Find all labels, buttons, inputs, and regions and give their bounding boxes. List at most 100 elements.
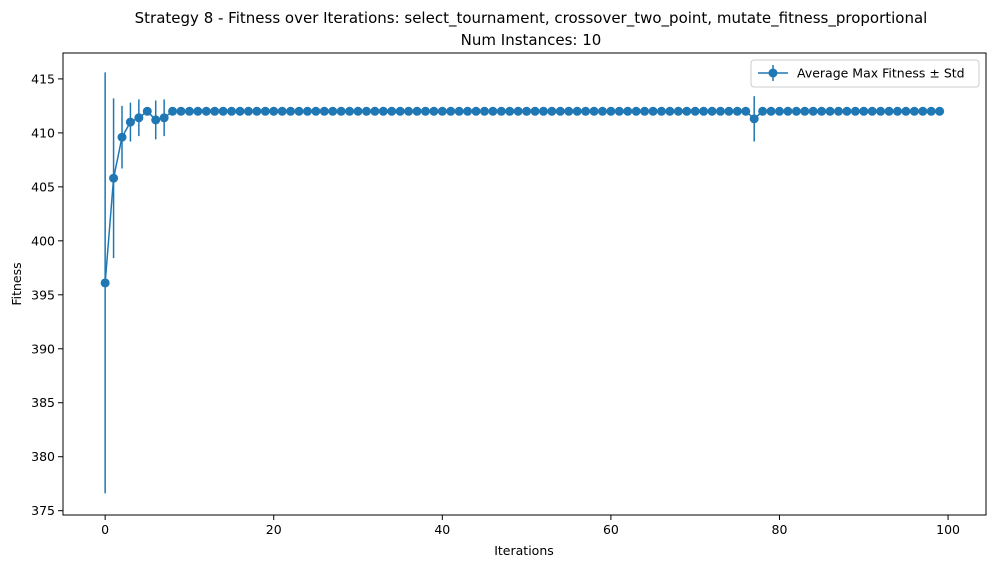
data-point xyxy=(151,115,161,125)
legend-box xyxy=(750,59,980,88)
data-point xyxy=(825,106,835,116)
data-point xyxy=(429,106,439,116)
data-point xyxy=(606,106,616,116)
x-tick-label: 100 xyxy=(936,522,960,537)
data-point xyxy=(361,106,371,116)
chart-subtitle: Num Instances: 10 xyxy=(461,31,602,49)
data-point xyxy=(319,106,329,116)
data-point xyxy=(581,106,591,116)
data-point xyxy=(901,106,911,116)
data-point xyxy=(260,106,270,116)
data-point xyxy=(715,106,725,116)
y-tick-label: 385 xyxy=(31,395,55,410)
data-point xyxy=(648,106,658,116)
y-tick-label: 395 xyxy=(31,287,55,302)
series-line xyxy=(104,110,940,283)
data-point xyxy=(842,106,852,116)
data-point xyxy=(412,106,422,116)
y-tick-label: 415 xyxy=(31,71,55,86)
data-point xyxy=(227,106,237,116)
y-tick-label: 400 xyxy=(31,233,55,248)
data-point xyxy=(555,106,565,116)
data-point xyxy=(446,106,456,116)
data-point xyxy=(395,106,405,116)
data-point xyxy=(370,106,380,116)
data-point xyxy=(623,106,633,116)
data-point xyxy=(454,106,464,116)
data-point xyxy=(311,106,321,116)
data-point xyxy=(522,106,532,116)
data-point xyxy=(437,106,447,116)
data-point xyxy=(699,106,709,116)
data-point xyxy=(496,106,506,116)
data-point xyxy=(378,106,388,116)
data-point xyxy=(142,106,152,116)
data-point xyxy=(817,106,827,116)
data-point xyxy=(513,106,523,116)
data-point xyxy=(741,106,751,116)
data-point xyxy=(631,106,641,116)
y-tick-label: 390 xyxy=(31,341,55,356)
data-point xyxy=(235,106,245,116)
data-point xyxy=(589,106,599,116)
data-point xyxy=(269,106,279,116)
data-point xyxy=(749,114,759,124)
data-point xyxy=(682,106,692,116)
data-point xyxy=(168,106,178,116)
data-point xyxy=(184,106,194,116)
data-point xyxy=(201,106,211,116)
data-point xyxy=(850,106,860,116)
data-point xyxy=(294,106,304,116)
data-point xyxy=(530,106,540,116)
data-point xyxy=(572,106,582,116)
data-point xyxy=(252,106,262,116)
data-point xyxy=(176,106,186,116)
data-point xyxy=(918,106,928,116)
data-point xyxy=(547,106,557,116)
data-point xyxy=(614,106,624,116)
data-point xyxy=(732,106,742,116)
data-point xyxy=(193,106,203,116)
data-point xyxy=(707,106,717,116)
x-tick-label: 80 xyxy=(772,522,788,537)
x-axis: 0 20 40 60 80 100 xyxy=(101,515,960,537)
data-point xyxy=(479,106,489,116)
data-point xyxy=(800,106,810,116)
data-point xyxy=(420,106,430,116)
data-point xyxy=(538,106,548,116)
data-point xyxy=(210,106,220,116)
data-point xyxy=(564,106,574,116)
data-point xyxy=(808,106,818,116)
data-point xyxy=(286,106,296,116)
plot-frame xyxy=(62,52,987,516)
data-point xyxy=(387,106,397,116)
data-point xyxy=(640,106,650,116)
y-tick-label: 410 xyxy=(31,125,55,140)
data-point xyxy=(656,106,666,116)
data-point xyxy=(117,132,127,142)
data-point xyxy=(302,106,312,116)
data-point xyxy=(404,106,414,116)
data-point xyxy=(488,106,498,116)
data-point xyxy=(218,106,228,116)
y-tick-label: 405 xyxy=(31,179,55,194)
data-point xyxy=(243,106,253,116)
data-point xyxy=(109,173,119,183)
data-point xyxy=(833,106,843,116)
data-point xyxy=(100,278,110,288)
data-point xyxy=(277,106,287,116)
data-point xyxy=(892,106,902,116)
y-tick-label: 380 xyxy=(31,449,55,464)
plot-area xyxy=(100,72,945,494)
x-tick-label: 0 xyxy=(101,522,109,537)
chart-title: Strategy 8 - Fitness over Iterations: se… xyxy=(135,9,928,28)
data-point xyxy=(791,106,801,116)
data-point xyxy=(673,106,683,116)
data-point xyxy=(471,106,481,116)
data-point xyxy=(783,106,793,116)
data-point xyxy=(328,106,338,116)
legend: Average Max Fitness ± Std xyxy=(750,59,980,88)
x-tick-label: 40 xyxy=(434,522,450,537)
y-axis-label: Fitness xyxy=(9,262,24,305)
